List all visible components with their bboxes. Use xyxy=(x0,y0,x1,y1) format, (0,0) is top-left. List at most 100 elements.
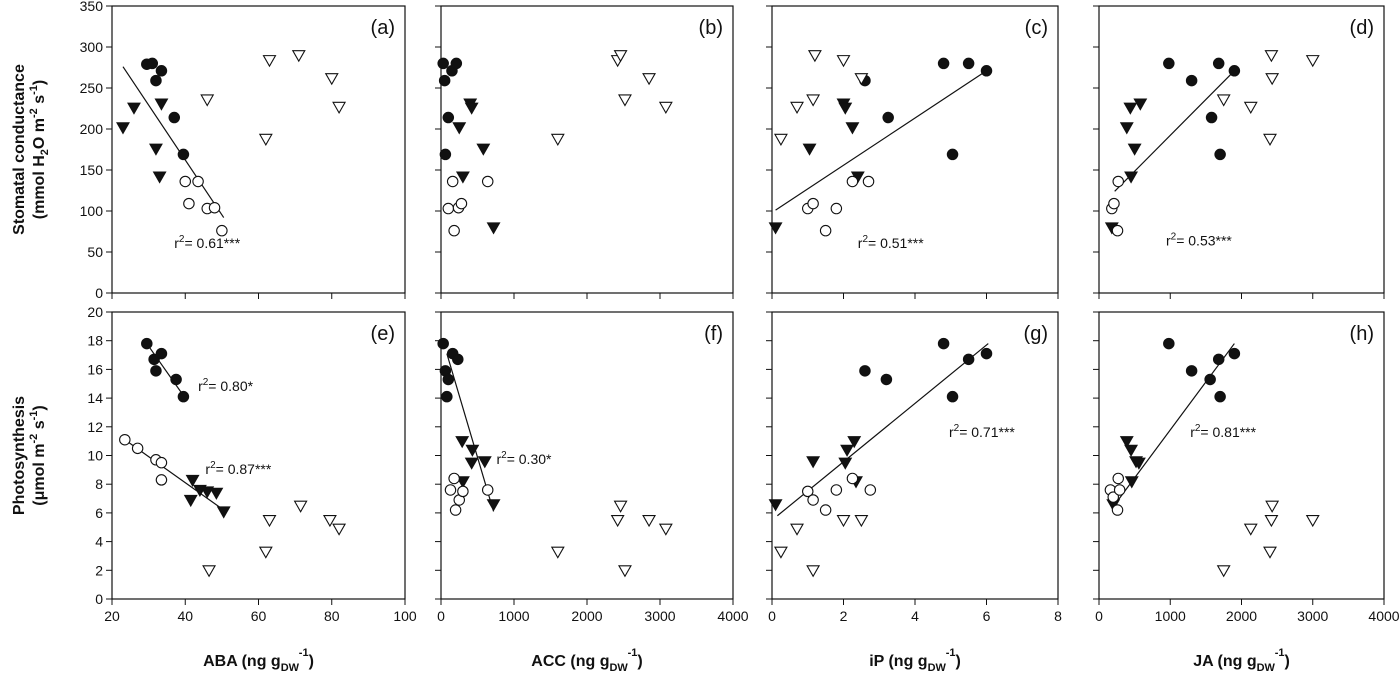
open-triangle-point xyxy=(618,565,632,578)
x-tick-label: 40 xyxy=(177,608,193,624)
regression-line xyxy=(775,70,987,211)
filled-circle-point xyxy=(1204,373,1216,386)
y-axis-title-part: (mmol H xyxy=(31,155,48,219)
open-circle-point xyxy=(155,456,168,469)
y-axis-title: Photosynthesis (μmol m-2 s-1) xyxy=(11,396,48,515)
regression-line xyxy=(776,343,989,517)
filled-triangle-point xyxy=(152,171,167,184)
filled-circle-point xyxy=(1185,74,1198,87)
x-axis-title: JA (ng gDW -1) xyxy=(1193,647,1290,673)
filled-circle-point xyxy=(441,390,453,403)
filled-triangle-point xyxy=(464,102,479,115)
open-circle-point xyxy=(481,484,494,496)
open-triangle-point xyxy=(1264,515,1279,528)
filled-circle-point xyxy=(177,148,190,161)
open-circle-point xyxy=(155,474,168,486)
filled-triangle-point xyxy=(465,444,480,457)
filled-circle-point xyxy=(1228,65,1241,77)
r-superscript: 2 xyxy=(501,450,507,461)
regression-line xyxy=(122,66,225,218)
open-triangle-point xyxy=(773,546,788,559)
filled-triangle-point xyxy=(1124,476,1139,489)
y-axis-title-superscript: -2 xyxy=(28,434,40,444)
filled-triangle-point xyxy=(802,143,817,156)
open-triangle-point xyxy=(642,73,656,86)
open-triangle-point xyxy=(1265,73,1280,86)
filled-triangle-point xyxy=(840,444,855,457)
filled-triangle-point xyxy=(486,222,501,235)
x-axis-title-main: iP (ng g xyxy=(869,653,927,670)
open-triangle-point xyxy=(1305,55,1320,68)
open-triangle-point xyxy=(790,101,804,114)
open-triangle-point xyxy=(806,565,821,578)
filled-circle-point xyxy=(450,57,463,70)
open-triangle-point xyxy=(642,515,656,528)
x-axis-title-superscript: -1 xyxy=(299,647,309,659)
y-axis-title-end: ) xyxy=(31,80,48,85)
x-axis-title-main: ABA (ng g xyxy=(203,653,281,670)
x-axis-title-main: ACC (ng g xyxy=(531,653,609,670)
filled-circle-point xyxy=(1212,57,1225,70)
r-squared-value: = 0.81*** xyxy=(1200,424,1256,440)
panel-b: (b) xyxy=(435,5,734,299)
panel-label: (f) xyxy=(704,323,723,345)
r-symbol: r xyxy=(174,235,179,251)
x-tick-label: 3000 xyxy=(644,608,675,624)
open-triangle-point xyxy=(258,133,273,146)
filled-triangle-point xyxy=(1127,143,1142,156)
filled-triangle-point xyxy=(1119,122,1134,135)
r-squared-label: r2= 0.80* xyxy=(198,377,254,394)
open-circle-point xyxy=(1111,224,1124,237)
r-squared-value: = 0.71*** xyxy=(959,424,1015,440)
r-superscript: 2 xyxy=(1195,423,1201,434)
filled-circle-point xyxy=(442,111,455,124)
filled-circle-point xyxy=(962,353,975,366)
filled-circle-point xyxy=(437,57,449,70)
r-squared-label: r2= 0.71*** xyxy=(949,423,1015,440)
filled-circle-point xyxy=(1205,111,1218,124)
open-circle-point xyxy=(216,224,228,237)
open-triangle-point xyxy=(1216,94,1231,107)
open-circle-point xyxy=(862,175,875,188)
r-symbol: r xyxy=(858,235,863,251)
open-circle-point xyxy=(192,175,204,188)
open-triangle-point xyxy=(324,73,339,86)
x-tick-label: 0 xyxy=(1095,608,1103,624)
panel-label: (e) xyxy=(371,323,395,345)
r-superscript: 2 xyxy=(862,234,868,245)
filled-circle-point xyxy=(946,148,959,161)
r-squared-label: r2= 0.30* xyxy=(496,450,552,467)
y-axis-title-line2: (mmol H2O m-2 s-1) xyxy=(28,80,51,219)
y-axis-title-line2: (μmol m-2 s-1) xyxy=(28,405,48,505)
y-tick-label: 8 xyxy=(95,476,103,492)
filled-triangle-point xyxy=(200,486,215,499)
open-triangle-point xyxy=(807,50,822,63)
open-triangle-point xyxy=(258,546,273,559)
open-triangle-point xyxy=(202,565,217,578)
x-axis-title-subscript: DW xyxy=(609,662,628,673)
y-tick-label: 18 xyxy=(87,333,103,349)
panel-f: 0 1000 2000 3000 4000 r2= 0.30* (f) xyxy=(435,311,749,624)
r-squared-value: = 0.30* xyxy=(507,451,552,467)
filled-circle-point xyxy=(155,65,168,77)
y-tick-label: 20 xyxy=(87,304,103,320)
open-circle-point xyxy=(830,202,843,215)
x-axis-title: ABA (ng gDW -1) xyxy=(203,647,314,673)
regression-line xyxy=(146,343,186,399)
filled-triangle-point xyxy=(838,102,853,115)
r-superscript: 2 xyxy=(179,234,185,245)
filled-triangle-point xyxy=(476,143,491,156)
open-triangle-point xyxy=(262,55,277,68)
filled-circle-point xyxy=(1185,365,1198,377)
filled-circle-point xyxy=(937,57,950,70)
filled-triangle-point xyxy=(477,456,492,469)
panel-d: r2= 0.53*** (d) xyxy=(1093,5,1385,299)
filled-triangle-point xyxy=(1124,171,1139,184)
plot-frame xyxy=(440,311,734,600)
panel-label: (a) xyxy=(371,17,395,39)
y-axis-title-part: mol m xyxy=(31,443,48,490)
x-axis-title-subscript: DW xyxy=(928,662,947,673)
filled-triangle-point xyxy=(1133,98,1148,111)
